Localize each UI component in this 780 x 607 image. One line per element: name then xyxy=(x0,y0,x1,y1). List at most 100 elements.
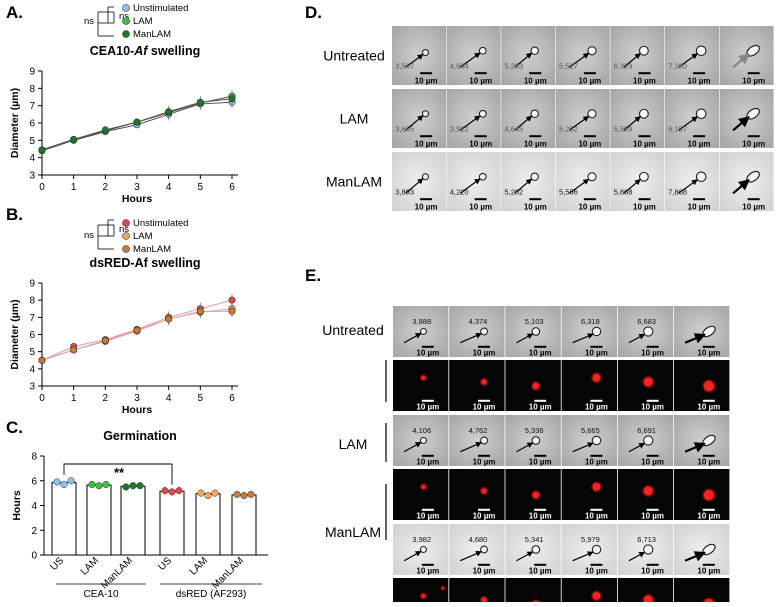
fluorescent-conidium xyxy=(643,486,653,496)
micrograph-background xyxy=(449,578,505,607)
data-point xyxy=(38,356,46,364)
data-point xyxy=(228,296,236,304)
diameter-measurement: 5,252 xyxy=(559,124,578,133)
conidium xyxy=(591,435,602,446)
data-point xyxy=(101,337,109,345)
micrograph-background xyxy=(446,152,501,211)
x-tick-label: 2 xyxy=(103,393,109,404)
x-tick-label: US xyxy=(157,555,175,573)
y-tick-label: 4 xyxy=(29,364,35,375)
data-point xyxy=(70,135,78,143)
diameter-measurement: 4,374 xyxy=(469,317,488,326)
y-axis-label: Hours xyxy=(11,490,23,520)
bar-point xyxy=(175,487,183,495)
series-line-2 xyxy=(41,310,232,361)
scale-bar-label: 10 µm xyxy=(524,203,547,212)
bar-point xyxy=(102,480,110,489)
micrograph-tile: 10 µm xyxy=(393,469,449,521)
y-axis-label: Diameter (µm) xyxy=(9,299,21,369)
bar-point xyxy=(240,492,248,500)
panel-c-significance: ** xyxy=(114,465,125,480)
scale-bar-label: 10 µm xyxy=(697,458,720,467)
pointer-arrow xyxy=(403,550,422,562)
scale-bar-label: 10 µm xyxy=(415,140,438,149)
bar-point xyxy=(204,492,212,500)
x-tick-label: 1 xyxy=(71,182,77,193)
conidium xyxy=(591,544,602,555)
pointer-arrow xyxy=(628,333,646,344)
micrograph-tile: 4,762 10 µm xyxy=(449,415,505,467)
pointer-arrow xyxy=(403,441,422,453)
row-label: ManLAM xyxy=(326,174,382,190)
diameter-measurement: 6,329 xyxy=(614,61,633,70)
pointer-arrow xyxy=(623,115,641,131)
micrograph-background xyxy=(449,360,505,411)
bar-point xyxy=(67,477,75,485)
y-tick-label: 8 xyxy=(29,84,35,95)
scale-bar-label: 10 µm xyxy=(697,403,720,412)
bar xyxy=(51,482,77,556)
data-point xyxy=(196,98,204,106)
micrograph-background xyxy=(449,306,505,357)
scale-bar-label: 10 µm xyxy=(529,349,552,358)
micrograph-tile: 10 µm xyxy=(393,360,449,412)
diameter-measurement: 3,888 xyxy=(412,317,431,326)
fluorescent-conidium xyxy=(703,490,714,501)
micrograph-background xyxy=(674,306,730,357)
conidium xyxy=(419,436,428,445)
pointer-arrow xyxy=(405,115,424,131)
micrograph-background xyxy=(674,360,730,411)
fluorescent-conidium xyxy=(421,484,426,489)
x-tick-label: LAM xyxy=(79,555,101,577)
pointer-arrow xyxy=(568,52,590,68)
micrograph-tile: 5,979 10 µm xyxy=(561,524,617,576)
x-tick-label: 2 xyxy=(103,182,109,193)
diameter-measurement: 5,868 xyxy=(614,187,633,196)
panel-b-title: dsRED-Af swelling xyxy=(89,256,200,270)
row-label: ManLAM xyxy=(325,524,381,540)
conidium xyxy=(480,545,489,554)
micrograph-tile: 6,318 10 µm xyxy=(561,306,617,358)
scale-bar-label: 10 µm xyxy=(585,567,608,576)
legend-label-manlam: ManLAM xyxy=(133,29,171,40)
data-point xyxy=(228,95,236,103)
pointer-arrow xyxy=(403,332,422,344)
y-tick-label: 6 xyxy=(31,476,37,487)
x-tick-label: 1 xyxy=(71,393,77,404)
scale-bar-label: 10 µm xyxy=(469,140,492,149)
micrograph-tile: 10 µm xyxy=(505,360,561,412)
bar-point xyxy=(95,482,103,490)
scale-bar-label: 10 µm xyxy=(641,512,664,521)
micrograph-background xyxy=(449,469,505,520)
legend-label-manlam: ManLAM xyxy=(133,244,171,255)
conidium xyxy=(530,46,539,56)
pointer-arrow xyxy=(460,332,482,344)
pointer-arrow xyxy=(516,442,534,453)
scale-bar-label: 10 µm xyxy=(415,77,438,86)
scale-bar-label: 10 µm xyxy=(524,77,547,86)
pointer-arrow xyxy=(514,52,533,68)
bar-point xyxy=(197,489,205,497)
bar xyxy=(120,485,146,556)
micrograph-tile: 5,665 10 µm xyxy=(561,415,617,467)
micrograph-tile: 10 µm xyxy=(449,469,505,521)
diameter-measurement: 5,559 xyxy=(614,124,633,133)
scale-bar-label: 10 µm xyxy=(585,512,608,521)
scale-bar-label: 10 µm xyxy=(529,403,552,412)
pointer-arrow xyxy=(516,333,534,344)
scale-bar-label: 10 µm xyxy=(641,349,664,358)
x-axis-label: Hours xyxy=(122,404,152,416)
fluorescent-conidium xyxy=(421,375,426,380)
scale-bar-label: 10 µm xyxy=(469,203,492,212)
data-point xyxy=(228,307,236,315)
scale-bar-label: 10 µm xyxy=(688,77,711,86)
